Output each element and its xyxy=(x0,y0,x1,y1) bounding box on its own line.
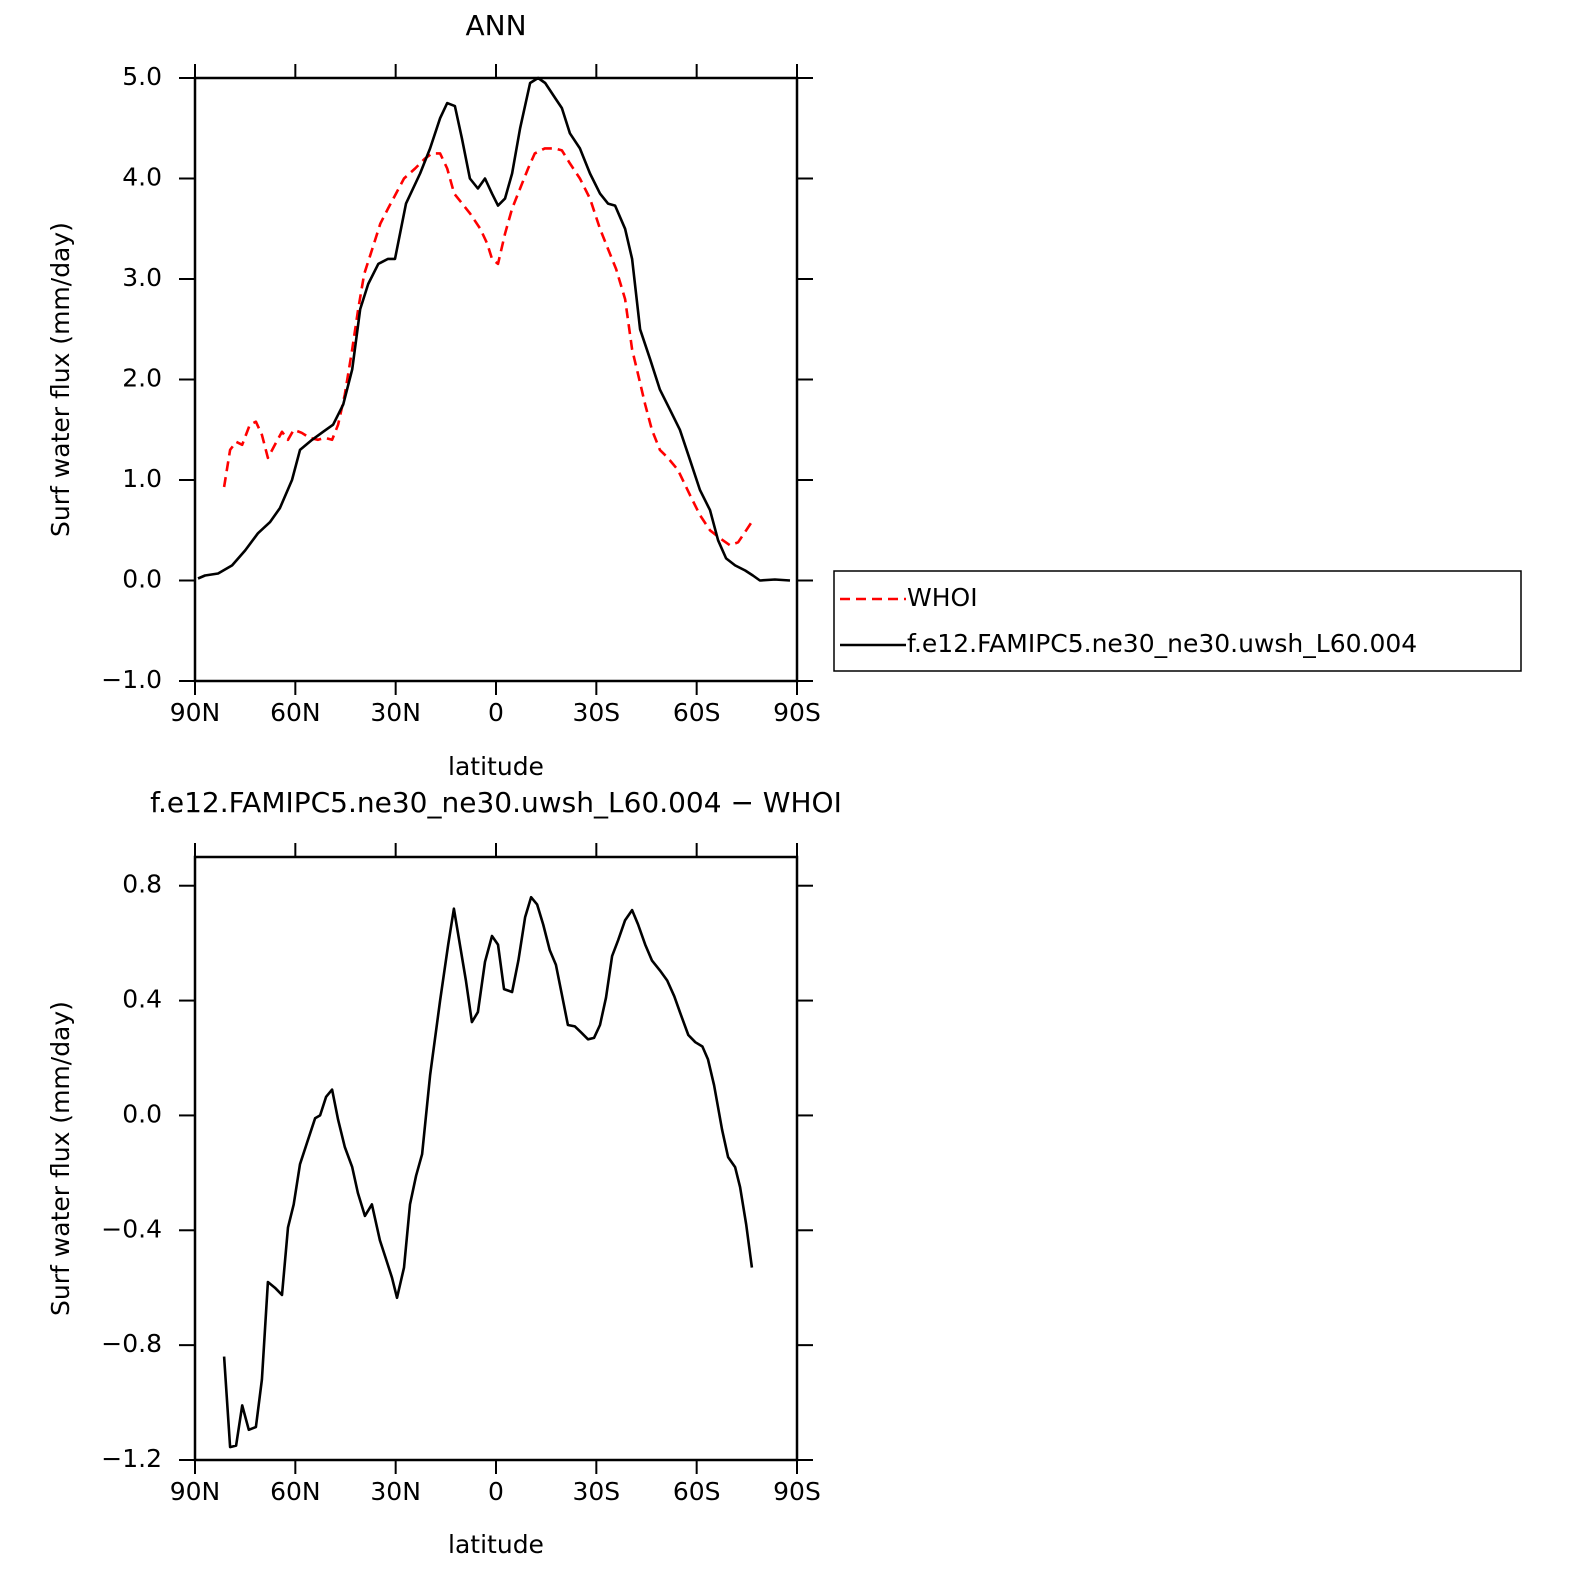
x-tick-label: 90N xyxy=(170,698,221,727)
y-tick-label: −0.8 xyxy=(101,1329,162,1358)
chart-title: f.e12.FAMIPC5.ne30_ne30.uwsh_L60.004 − W… xyxy=(150,786,842,819)
x-tick-label: 30N xyxy=(370,1477,421,1506)
data-line xyxy=(222,147,754,547)
x-tick-label: 30S xyxy=(572,1477,620,1506)
plot-frame xyxy=(193,855,799,1462)
y-tick-label: 5.0 xyxy=(122,62,162,91)
y-tick-label: 2.0 xyxy=(122,364,162,393)
x-axis-label: latitude xyxy=(448,1530,544,1559)
y-tick-label: 4.0 xyxy=(122,163,162,192)
plot-frame xyxy=(193,76,799,683)
legend-label: f.e12.FAMIPC5.ne30_ne30.uwsh_L60.004 xyxy=(907,629,1417,658)
x-tick-label: 60S xyxy=(673,1477,721,1506)
y-tick-label: 0.4 xyxy=(122,985,162,1014)
x-tick-label: 30N xyxy=(370,698,421,727)
x-tick-label: 0 xyxy=(488,1477,504,1506)
x-tick-label: 90S xyxy=(773,1477,821,1506)
y-axis-label: Surf water flux (mm/day) xyxy=(46,1001,75,1316)
y-tick-label: −0.4 xyxy=(101,1214,162,1243)
x-tick-label: 60N xyxy=(270,698,321,727)
legend-label: WHOI xyxy=(907,583,978,612)
legend-box xyxy=(833,570,1522,672)
data-line xyxy=(197,76,791,582)
chart-title: ANN xyxy=(465,9,526,42)
x-tick-label: 0 xyxy=(488,698,504,727)
x-axis-label: latitude xyxy=(448,752,544,781)
x-tick-label: 90S xyxy=(773,698,821,727)
x-tick-label: 60N xyxy=(270,1477,321,1506)
data-line xyxy=(222,895,754,1449)
x-tick-label: 90N xyxy=(170,1477,221,1506)
y-tick-label: 0.0 xyxy=(122,565,162,594)
y-axis-label: Surf water flux (mm/day) xyxy=(46,222,75,537)
y-tick-label: 1.0 xyxy=(122,464,162,493)
y-tick-label: −1.0 xyxy=(101,665,162,694)
y-tick-label: 0.0 xyxy=(122,1099,162,1128)
x-tick-label: 30S xyxy=(572,698,620,727)
y-tick-label: 0.8 xyxy=(122,870,162,899)
x-tick-label: 60S xyxy=(673,698,721,727)
y-tick-label: −1.2 xyxy=(101,1444,162,1473)
y-tick-label: 3.0 xyxy=(122,263,162,292)
